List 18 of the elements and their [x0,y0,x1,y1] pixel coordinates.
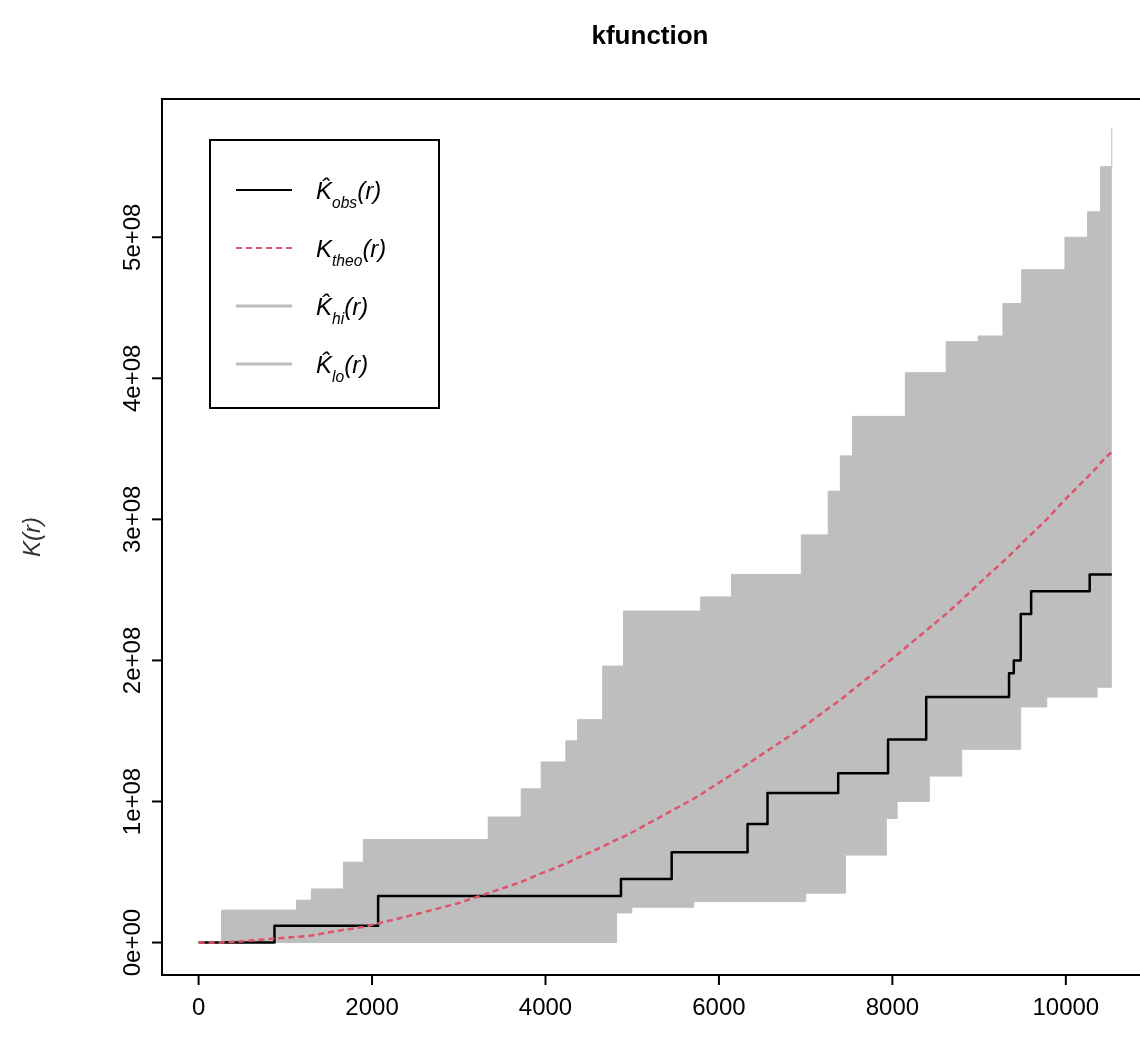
x-tick-label: 6000 [692,993,746,1020]
legend-label: K$_{theo}$(r) [316,235,387,269]
y-tick-label: 5e+08 [118,203,145,271]
y-tick-label: 1e+08 [118,767,145,836]
x-tick-label: 8000 [865,993,920,1020]
y-axis-title: K(r) [18,517,45,557]
legend-label: K̂$_{lo}$(r) [316,351,369,385]
x-tick-label: 0 [191,993,206,1020]
chart-title: kfunction [591,20,709,50]
x-tick-label: 2000 [345,993,399,1020]
y-tick-label: 4e+08 [118,344,145,413]
x-tick-label: 4000 [518,993,573,1020]
legend-label: K̂$_{obs}$(r) [316,177,382,211]
y-tick-label: 2e+08 [118,626,145,695]
legend-label: K̂$_{hi}$(r) [316,293,369,327]
y-tick-label: 0e+00 [118,908,145,977]
x-tick-label: 10000 [1032,993,1100,1020]
y-tick-label: 3e+08 [118,485,145,554]
